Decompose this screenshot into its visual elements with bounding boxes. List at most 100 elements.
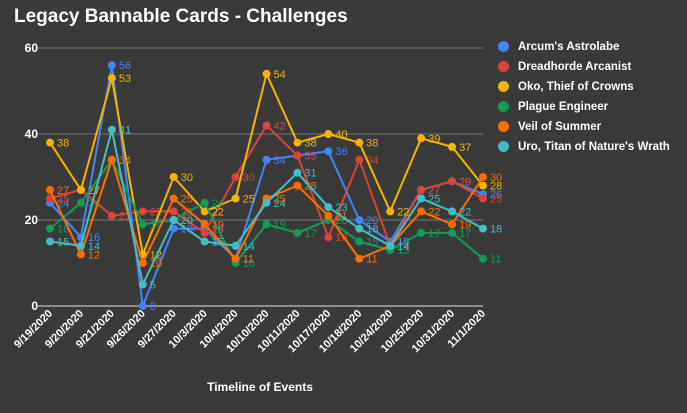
data-label: 19	[274, 219, 286, 231]
data-point	[107, 61, 116, 70]
data-label: 35	[304, 151, 316, 163]
data-label: 14	[397, 241, 409, 253]
legend-label: Plague Engineer	[518, 101, 609, 113]
data-point	[231, 173, 240, 181]
data-label: 20	[181, 215, 193, 227]
data-label: 18	[366, 224, 378, 236]
data-point	[448, 228, 457, 237]
data-label: 22	[459, 206, 471, 218]
data-label: 34	[274, 155, 286, 167]
data-point	[169, 216, 178, 224]
data-point	[293, 151, 302, 160]
data-point	[479, 173, 487, 181]
x-axis-ticks: 9/19/20209/20/20209/21/20209/26/20209/27…	[12, 308, 488, 355]
data-point	[386, 207, 395, 216]
data-label: 29	[459, 176, 471, 188]
data-point	[448, 220, 457, 229]
data-label: 14	[397, 241, 409, 253]
data-label: 36	[335, 146, 347, 158]
data-label: 23	[335, 202, 347, 214]
data-point	[355, 138, 364, 147]
data-point	[200, 237, 209, 246]
data-point	[107, 125, 116, 134]
data-label: 14	[88, 241, 100, 253]
data-point	[479, 224, 487, 233]
data-label: 15	[366, 237, 378, 249]
legend-swatch	[498, 141, 509, 152]
data-point	[169, 194, 178, 203]
data-point	[46, 185, 54, 194]
data-point	[76, 241, 85, 250]
legend-swatch	[498, 61, 509, 72]
data-label: 25	[181, 194, 193, 206]
legend-item: Plague Engineer	[498, 100, 683, 114]
data-point	[200, 198, 209, 207]
data-point	[293, 138, 302, 147]
x-axis-label: Timeline of Events	[207, 380, 313, 394]
legend-item: Uro, Titan of Nature's Wrath	[498, 140, 683, 154]
data-label: 25	[490, 194, 502, 206]
data-label: 12	[88, 249, 100, 261]
data-label: 29	[459, 176, 471, 188]
data-point	[448, 207, 457, 216]
data-label: 30	[490, 172, 502, 184]
legend-swatch	[498, 81, 509, 92]
data-label: 25	[274, 194, 286, 206]
data-label: 38	[304, 138, 316, 150]
data-point	[355, 254, 364, 263]
data-label: 17	[459, 228, 471, 240]
data-point	[479, 181, 487, 190]
legend-label: Arcum's Astrolabe	[518, 41, 620, 53]
legend-swatch	[498, 101, 509, 112]
data-point	[417, 134, 426, 143]
data-point	[448, 142, 457, 151]
data-label: 15	[57, 237, 69, 249]
data-point	[355, 224, 364, 233]
data-point	[169, 173, 178, 181]
data-label: 27	[428, 185, 440, 197]
data-point	[293, 181, 302, 190]
data-point	[324, 211, 333, 220]
legend-label: Oko, Thief of Crowns	[518, 81, 634, 93]
data-point	[138, 280, 147, 289]
data-point	[386, 241, 395, 250]
data-label: 40	[335, 129, 347, 141]
data-label: 38	[57, 138, 69, 150]
data-point	[262, 121, 271, 130]
data-point	[231, 194, 240, 203]
data-label: 27	[57, 185, 69, 197]
data-label: 24	[57, 198, 69, 210]
data-label: 24	[274, 198, 286, 210]
data-label: 38	[366, 138, 378, 150]
data-label: 22	[397, 206, 409, 218]
data-point	[262, 155, 271, 164]
data-point	[324, 203, 333, 212]
data-label: 35	[304, 151, 316, 163]
data-label: 34	[119, 155, 131, 167]
legend-item: Arcum's Astrolabe	[498, 40, 683, 54]
data-label: 5	[150, 280, 156, 292]
legend: Arcum's Astrolabe Dreadhorde Arcanist Oko,…	[498, 40, 683, 160]
data-point	[138, 259, 147, 267]
data-label: 14	[243, 241, 255, 253]
data-point	[138, 220, 147, 229]
legend-label: Veil of Summer	[518, 121, 602, 133]
data-label: 34	[119, 155, 131, 167]
data-label: 11	[243, 254, 254, 266]
data-label: 53	[119, 73, 131, 85]
y-tick-label: 0	[31, 299, 38, 313]
data-label: 19	[459, 219, 471, 231]
data-point	[107, 155, 116, 164]
legend-swatch	[498, 41, 509, 52]
data-point	[262, 69, 271, 78]
data-label: 20	[181, 215, 193, 227]
data-point	[324, 147, 333, 156]
data-label: 16	[88, 232, 100, 244]
y-tick-label: 20	[25, 213, 39, 227]
data-label: 19	[212, 219, 224, 231]
data-point	[76, 250, 85, 259]
data-label: 10	[150, 258, 162, 270]
